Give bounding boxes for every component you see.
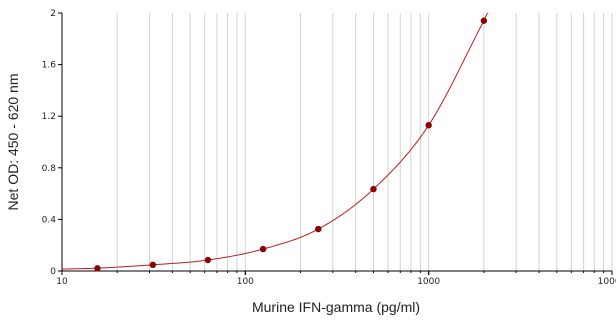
y-tick-label: 1.2 [42,112,56,122]
data-point [259,245,267,253]
y-tick-label: 0 [50,267,56,277]
data-point [149,261,157,269]
data-point [315,225,322,233]
y-tick-label: 2 [50,9,56,19]
x-tick-label: 10 [56,277,68,287]
data-point [480,17,488,24]
data-point [425,122,432,129]
data-point [370,185,377,193]
x-tick-label: 1000 [417,277,440,287]
points-layer [94,17,488,272]
y-tick-label: 0.8 [42,164,57,174]
data-point [94,265,101,272]
x-axis-title: Murine IFN-gamma (pg/ml) [252,299,420,315]
y-tick-label: 1.6 [42,61,57,71]
fit-curve [61,12,489,270]
grid-layer [61,13,613,271]
curve-layer [61,12,489,270]
x-tick-label: 100 [237,277,254,287]
y-axis-title: Net OD: 450 - 620 nm [5,74,21,211]
x-tick-label: 10000 [598,277,616,287]
y-tick-label: 0.4 [42,215,57,225]
labels-layer: 0 0.4 0.8 1.2 1.6 2 10 100 1000 10000 [42,9,616,287]
axes-layer [58,12,613,275]
data-point [204,256,212,264]
